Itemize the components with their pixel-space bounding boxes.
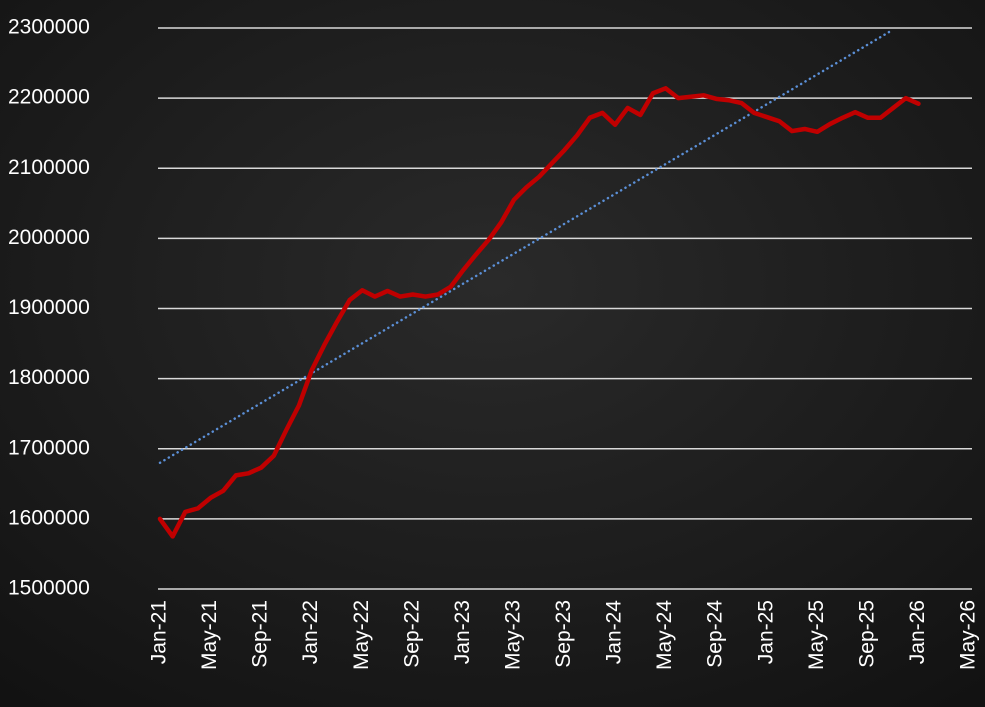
x-tick-label: Jan-24 [603,600,626,665]
y-tick-label: 2300000 [8,16,90,39]
x-tick-label: May-22 [350,600,373,670]
y-tick-label: 2000000 [8,226,90,249]
y-tick-label: 2100000 [8,156,90,179]
y-tick-label: 2200000 [8,86,90,109]
x-tick-label: Sep-25 [855,600,878,668]
y-tick-label: 1500000 [8,577,90,600]
trend-line [158,28,895,465]
x-tick-label: Sep-21 [249,600,272,668]
data-line [157,86,921,539]
y-tick-label: 1900000 [8,296,90,319]
x-tick-label: Sep-24 [704,600,727,668]
x-tick-label: May-26 [957,600,980,670]
x-tick-label: Jan-23 [451,600,474,664]
x-tick-label: Jan-25 [754,600,777,664]
x-tick-label: Jan-21 [148,600,171,664]
y-tick-label: 1600000 [8,506,90,529]
x-tick-label: Jan-22 [299,600,322,664]
x-tick-label: May-21 [198,600,221,670]
x-tick-label: Sep-22 [400,600,423,668]
x-tick-label: May-24 [653,600,676,670]
x-tick-label: Sep-23 [552,600,575,668]
x-tick-label: Jan-26 [906,600,929,664]
x-tick-label: May-23 [501,600,524,670]
y-tick-label: 1800000 [8,366,90,389]
y-tick-label: 1700000 [8,436,90,459]
x-tick-label: May-25 [805,600,828,670]
